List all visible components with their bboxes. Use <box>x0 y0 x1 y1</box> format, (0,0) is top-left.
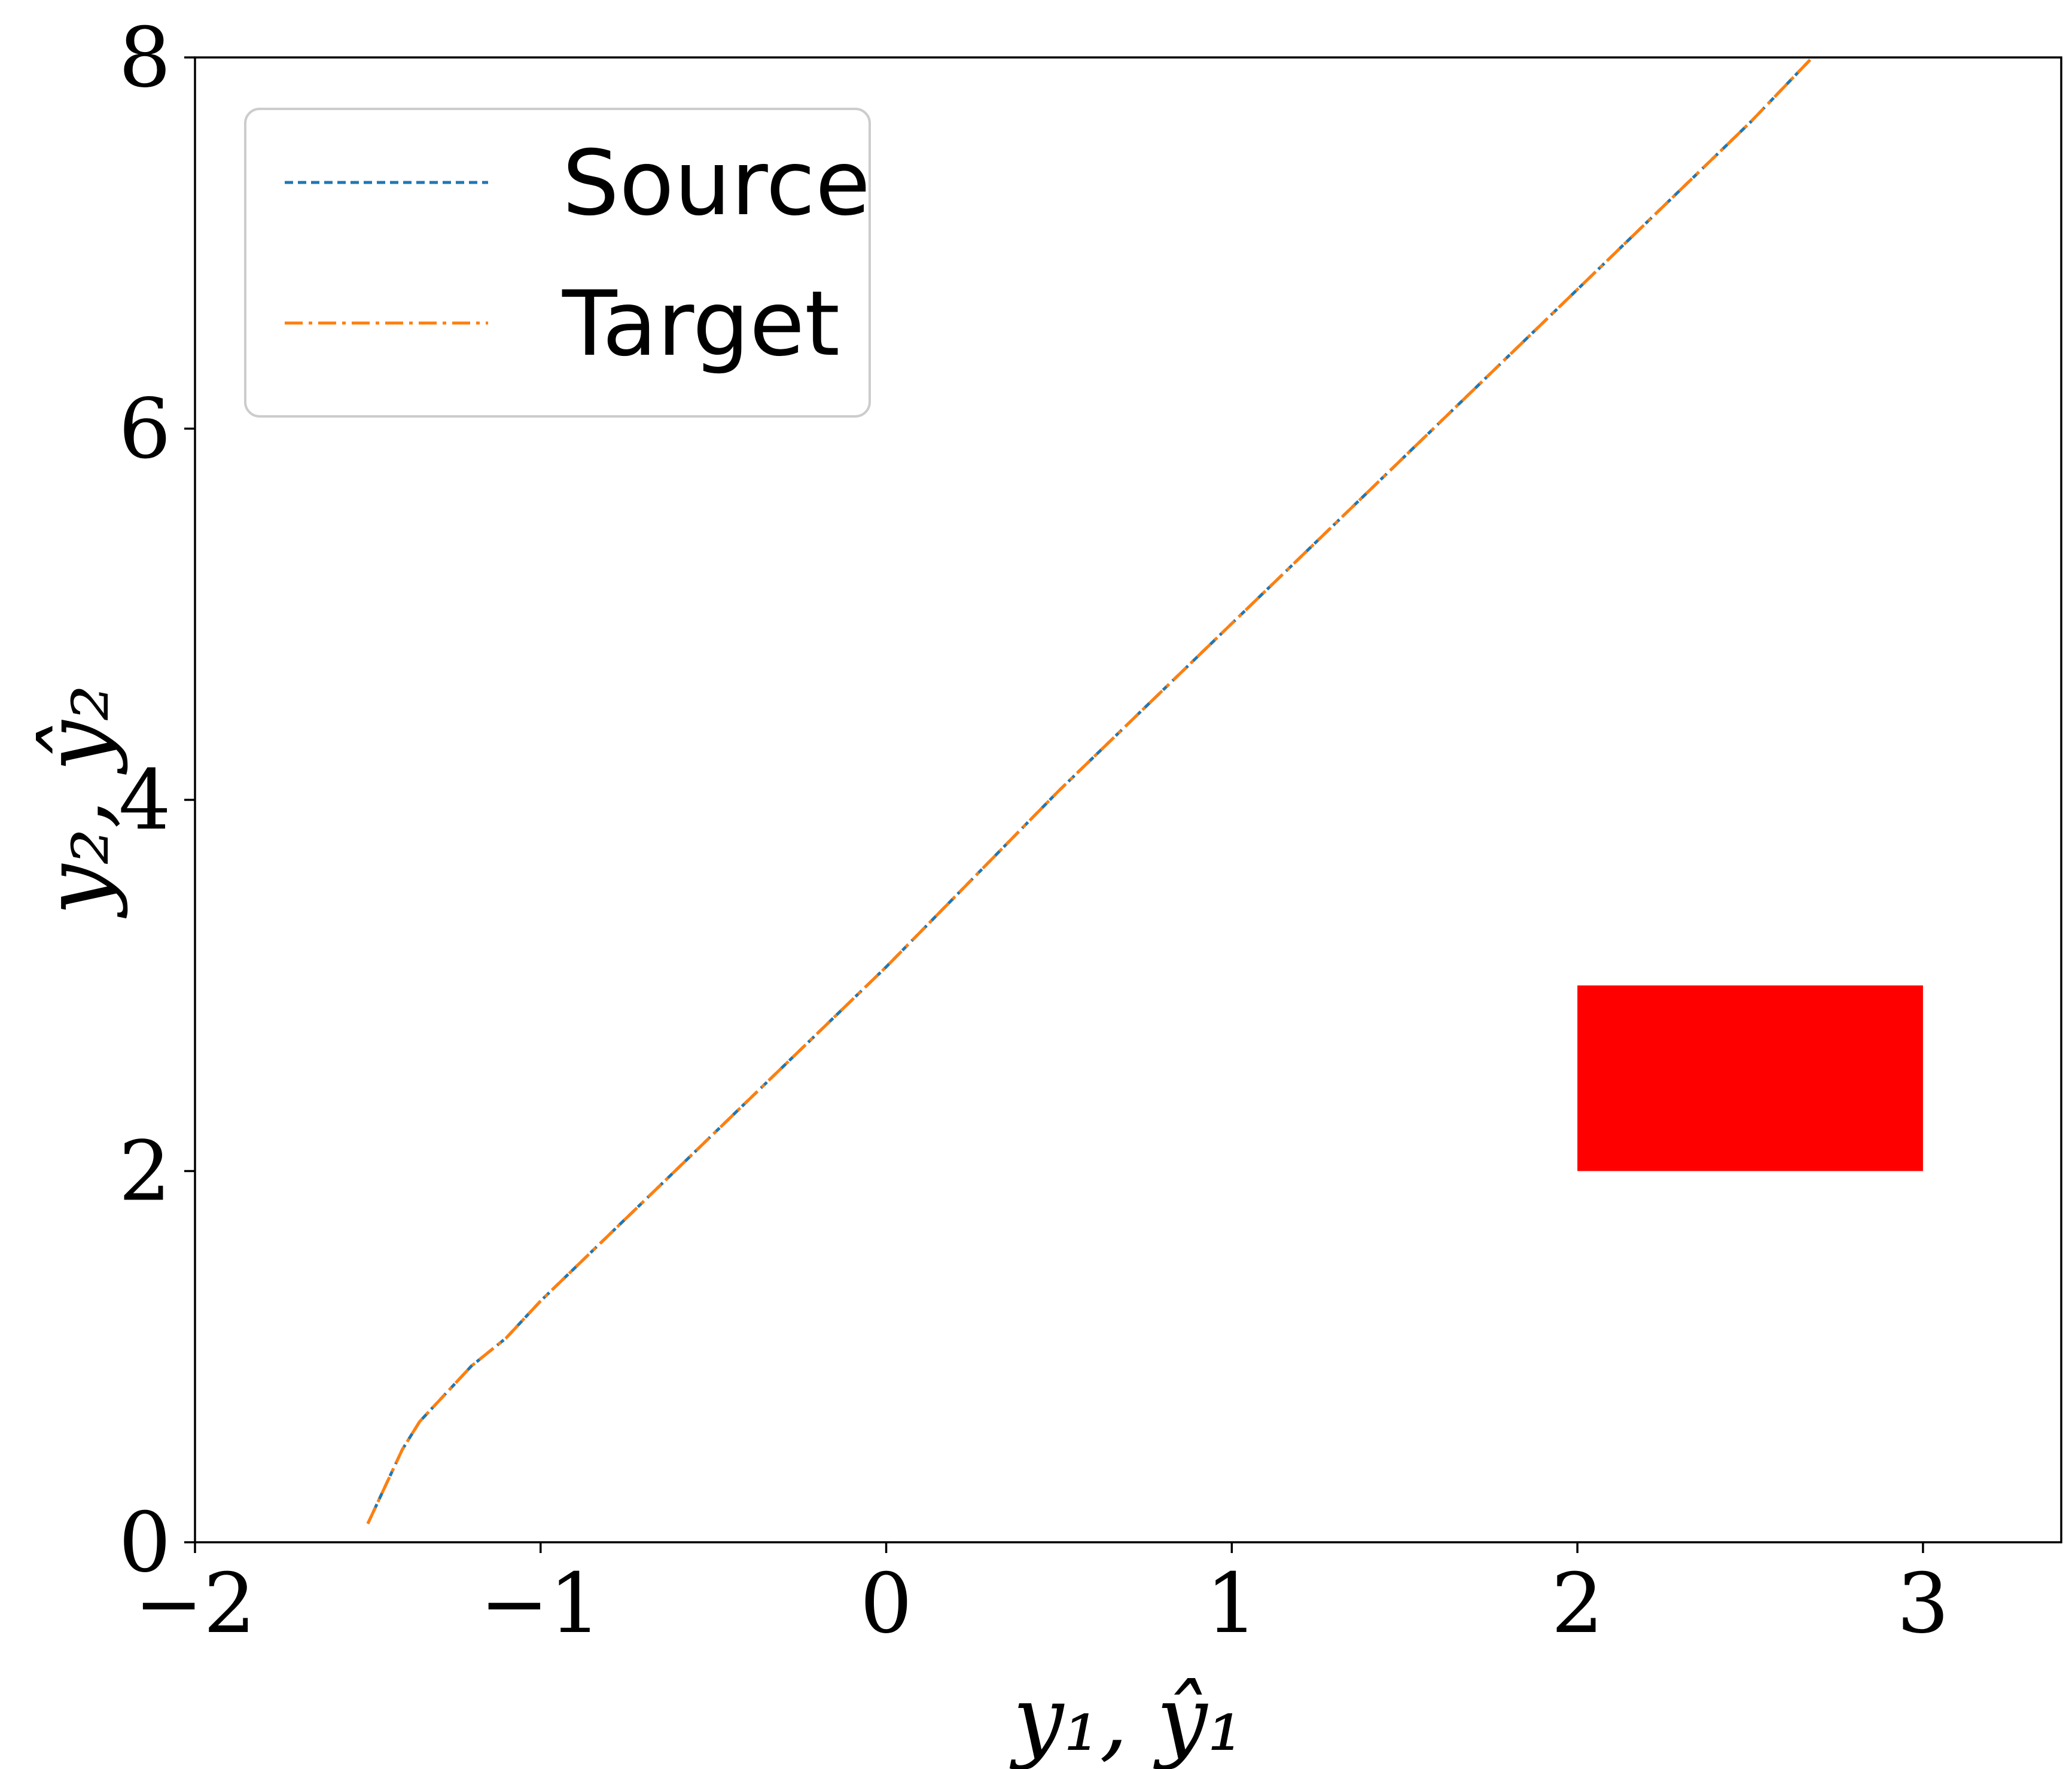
x-tick-label: 0 <box>860 1555 913 1652</box>
y-axis-label: y₂, ŷ₂ <box>25 684 129 918</box>
x-tick-label: −1 <box>480 1555 601 1652</box>
series-layer <box>366 56 1814 1525</box>
legend: Source Target <box>244 108 871 418</box>
series-line-source <box>366 56 1814 1525</box>
x-tick-label: 2 <box>1551 1555 1604 1652</box>
y-tick-label: 6 <box>118 381 171 477</box>
legend-frame <box>244 108 871 418</box>
x-axis-ticks: −2 −1 0 1 2 3 <box>134 1542 1949 1652</box>
x-tick-label: 3 <box>1897 1555 1949 1652</box>
y-tick-label: 8 <box>118 10 171 106</box>
x-tick-label: 1 <box>1205 1555 1258 1652</box>
x-tick-label: −2 <box>134 1555 255 1652</box>
red-rectangle-region <box>1577 985 1923 1171</box>
legend-source-label: Source <box>562 132 870 236</box>
y-axis-ticks: 0 2 4 6 8 <box>118 10 195 1591</box>
y-tick-label: 2 <box>118 1123 171 1220</box>
y-tick-label: 4 <box>118 752 171 848</box>
y-tick-label: 0 <box>118 1494 171 1591</box>
series-line-target <box>366 56 1814 1525</box>
legend-target-label: Target <box>562 272 840 376</box>
x-axis-label: y₁, ŷ₁ <box>1009 1667 1243 1769</box>
